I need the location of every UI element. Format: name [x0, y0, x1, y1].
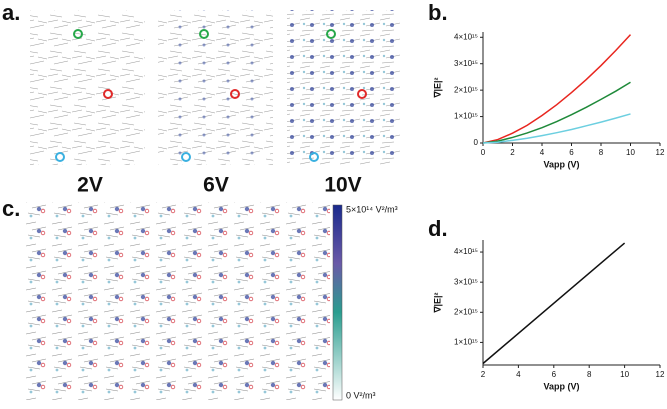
x-tick-label: 0 [481, 148, 486, 157]
x-axis-label: Vapp (V) [543, 159, 579, 169]
x-tick-label: 8 [599, 148, 604, 157]
field-image [158, 10, 273, 165]
panel-label: a. [2, 0, 20, 25]
x-tick-label: 4 [540, 148, 545, 157]
x-tick-label: 2 [481, 370, 486, 379]
x-tick-label: 8 [587, 370, 592, 379]
y-tick-label: 3×10¹⁵ [454, 59, 478, 68]
voltage-label: 10V [324, 174, 361, 197]
line-series [482, 113, 631, 144]
field-image [287, 10, 400, 165]
x-tick-label: 12 [656, 370, 665, 379]
y-tick-label: 0 [474, 138, 479, 147]
y-tick-label: 3×10¹⁵ [454, 277, 478, 286]
panel-label: c. [2, 196, 20, 221]
x-axis-label: Vapp (V) [543, 381, 579, 391]
panel-label: b. [428, 0, 448, 25]
y-tick-label: 1×10¹⁵ [454, 112, 478, 121]
x-tick-label: 4 [516, 370, 521, 379]
field-image [22, 202, 330, 400]
voltage-label: 6V [203, 174, 229, 197]
y-tick-label: 4×10¹⁵ [454, 32, 478, 41]
y-tick-label: 1×10¹⁵ [454, 338, 478, 347]
colorbar-min: 0 V²/m³ [346, 390, 376, 400]
y-tick-label: 2×10¹⁵ [454, 307, 478, 316]
x-tick-label: 10 [620, 370, 629, 379]
y-tick-label: 4×10¹⁵ [454, 247, 478, 256]
x-tick-label: 6 [552, 370, 557, 379]
voltage-label: 2V [77, 174, 103, 197]
x-tick-label: 2 [510, 148, 515, 157]
y-tick-label: 2×10¹⁵ [454, 85, 478, 94]
x-tick-label: 6 [569, 148, 574, 157]
x-tick-label: 10 [626, 148, 635, 157]
line-series [482, 34, 632, 144]
x-tick-label: 12 [656, 148, 665, 157]
colorbar [332, 204, 343, 401]
field-image [30, 10, 145, 165]
markers [55, 29, 367, 162]
y-axis-label: ∇|E|² [432, 292, 442, 313]
line-series [482, 81, 631, 144]
line-series [482, 242, 626, 365]
panel-label: d. [428, 216, 448, 241]
colorbar-max: 5×10¹⁴ V²/m³ [346, 204, 398, 214]
y-axis-label: ∇|E|² [432, 77, 442, 98]
